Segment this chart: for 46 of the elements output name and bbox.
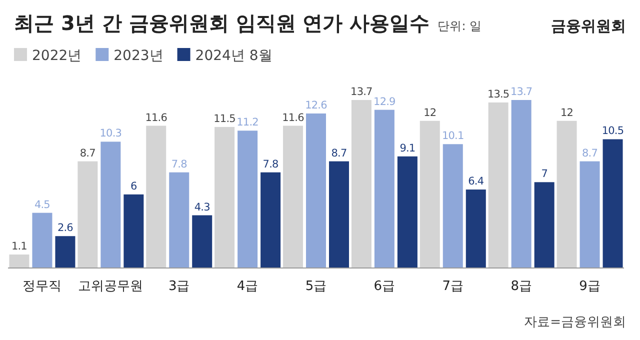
legend-item: 2023년 (96, 48, 164, 64)
data-label: 6 (130, 180, 137, 192)
x-tick-label: 3급 (168, 279, 190, 294)
annotation: 자료=금융위원회 (524, 315, 626, 330)
data-label: 8.7 (331, 147, 347, 160)
data-label: 7.8 (171, 158, 187, 170)
x-tick-label: 4급 (236, 279, 258, 294)
data-label: 10.3 (100, 128, 122, 140)
data-label: 11.5 (214, 112, 236, 125)
x-tick-label: 정무직 (22, 279, 62, 294)
x-tick-label: 5급 (305, 279, 327, 294)
data-label: 11.6 (145, 112, 167, 124)
data-label: 11.2 (236, 116, 258, 129)
data-label: 8.7 (582, 147, 598, 160)
data-label: 2.6 (57, 222, 73, 234)
x-tick-label: 6급 (374, 279, 396, 294)
data-label: 10.5 (602, 125, 624, 138)
x-tick-label: 고위공무원 (78, 279, 144, 294)
data-label: 10.1 (442, 130, 464, 142)
data-label: 12.9 (374, 96, 396, 108)
data-label: 13.5 (487, 88, 510, 100)
legend-label: 2023년 (114, 48, 164, 64)
data-label: 13.7 (350, 86, 372, 98)
data-label: 11.6 (282, 112, 304, 124)
x-tick-label: 7급 (442, 279, 464, 294)
x-tick-label: 8급 (510, 279, 532, 294)
data-label: 6.4 (468, 176, 484, 188)
data-label: 1.1 (11, 240, 27, 252)
legend-label: 2022년 (32, 48, 82, 64)
data-label: 9.1 (400, 142, 416, 154)
subtitle: 단위: 일 (438, 19, 482, 33)
legend-item: 2024년 8월 (177, 48, 272, 64)
data-label: 12 (560, 106, 574, 119)
annotation: 금융위원회 (551, 17, 626, 35)
legend-item: 2022년 (14, 48, 82, 64)
data-label: 7 (541, 168, 548, 180)
data-label: 12 (424, 106, 436, 119)
data-label: 4.3 (194, 201, 210, 214)
data-label: 8.7 (80, 147, 96, 160)
x-tick-label: 9급 (579, 279, 600, 294)
data-label: 4.5 (34, 198, 50, 211)
data-label: 13.7 (510, 86, 532, 98)
data-label: 7.8 (262, 158, 278, 170)
legend-label: 2024년 8월 (195, 48, 272, 64)
title: 최근 3년 간 금융위원회 임직원 연가 사용일수 (14, 11, 430, 35)
data-label: 12.6 (305, 100, 327, 112)
